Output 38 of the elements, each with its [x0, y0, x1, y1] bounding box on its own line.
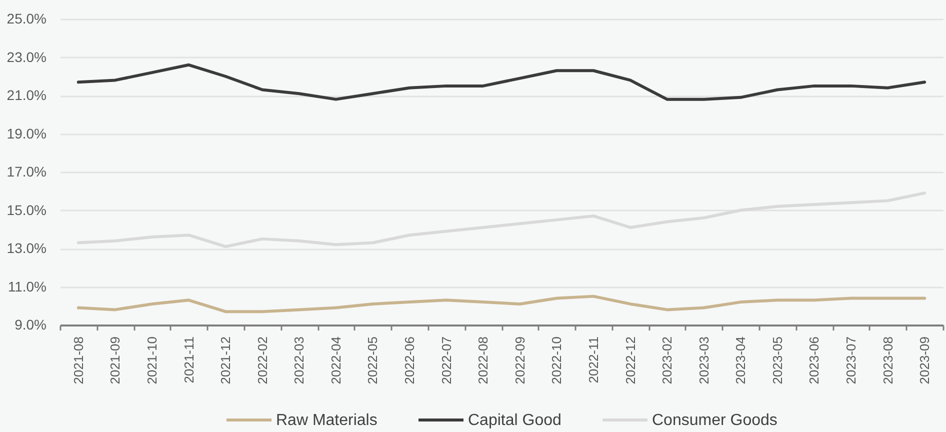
x-tick-label: 2022-10 — [549, 336, 564, 384]
y-tick-label: 15.0% — [6, 202, 46, 218]
x-tick-label: 2021-09 — [108, 336, 123, 384]
x-tick-label: 2021-12 — [218, 336, 234, 384]
x-tick-label: 2023-08 — [880, 336, 896, 384]
x-tick-label: 2022-02 — [254, 336, 270, 384]
x-tick-label: 2022-03 — [292, 336, 307, 384]
x-tick-label: 2021-11 — [181, 336, 196, 384]
x-tick-label: 2023-07 — [844, 336, 859, 384]
x-tick-label: 2021-08 — [70, 336, 86, 384]
legend-label: Capital Good — [468, 412, 562, 429]
x-tick-label: 2022-08 — [476, 336, 491, 384]
x-tick-label: 2023-06 — [806, 336, 822, 384]
x-tick-label: 2022-12 — [622, 336, 638, 384]
x-tick-label: 2023-03 — [696, 336, 712, 384]
x-tick-label: 2022-11 — [586, 336, 601, 384]
x-tick-label: 2022-09 — [512, 336, 528, 384]
y-tick-label: 11.0% — [8, 278, 46, 294]
y-tick-label: 23.0% — [6, 48, 46, 65]
y-tick-label: 19.0% — [6, 125, 46, 142]
x-tick-label: 2022-07 — [438, 336, 454, 384]
y-tick-label: 9.0% — [14, 316, 46, 332]
y-tick-label: 21.0% — [6, 87, 46, 103]
legend-label: Raw Materials — [276, 412, 378, 429]
x-tick-label: 2022-05 — [365, 336, 380, 384]
line-series — [76, 63, 926, 101]
y-tick-label: 25.0% — [6, 10, 46, 26]
y-tick-label: 17.0% — [6, 164, 46, 180]
legend-label: Consumer Goods — [652, 412, 778, 429]
x-tick-label: 2023-09 — [917, 336, 932, 384]
x-tick-label: 2023-05 — [770, 336, 785, 384]
x-tick-label: 2022-06 — [402, 336, 418, 384]
x-tick-label: 2023-04 — [733, 336, 748, 384]
x-tick-label: 2022-04 — [328, 336, 344, 384]
x-tick-label: 2021-10 — [144, 336, 160, 384]
x-tick-label: 2023-02 — [660, 336, 675, 384]
line-series — [76, 294, 926, 314]
y-tick-label: 13.0% — [6, 240, 46, 256]
